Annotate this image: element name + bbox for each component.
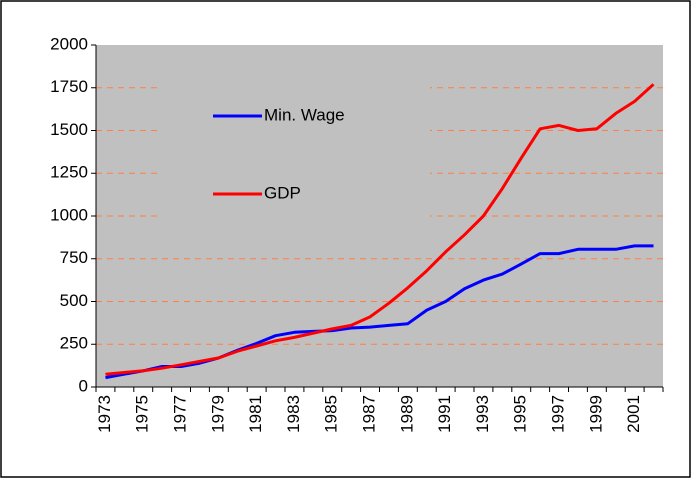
x-tick-label: 1977 — [171, 395, 190, 433]
x-tick-label: 1989 — [397, 395, 416, 433]
x-tick-label: 1983 — [284, 395, 303, 433]
x-tick-label: 1975 — [133, 395, 152, 433]
y-tick-label: 250 — [60, 334, 88, 353]
y-tick-label: 1250 — [50, 163, 88, 182]
x-tick-label: 1997 — [549, 395, 568, 433]
y-tick-label: 1000 — [50, 205, 88, 224]
x-tick-label: 1981 — [246, 395, 265, 433]
x-tick-label: 1995 — [511, 395, 530, 433]
x-tick-label: 1979 — [208, 395, 227, 433]
series-line — [105, 83, 655, 376]
x-tick-label: 1987 — [360, 395, 379, 433]
legend-label: Min. Wage — [264, 105, 345, 124]
x-tick-label: 1991 — [435, 395, 454, 433]
x-tick-label: 2001 — [624, 395, 643, 433]
y-tick-label: 0 — [79, 376, 88, 395]
x-tick-label: 1993 — [473, 395, 492, 433]
y-tick-label: 1500 — [50, 120, 88, 139]
x-tick-label: 1999 — [586, 395, 605, 433]
y-tick-label: 1750 — [50, 77, 88, 96]
y-tick-label: 500 — [60, 291, 88, 310]
y-tick-label: 2000 — [50, 34, 88, 53]
legend-label: GDP — [264, 183, 301, 202]
y-tick-label: 750 — [60, 248, 88, 267]
legend-box — [160, 80, 430, 225]
x-tick-label: 1985 — [322, 395, 341, 433]
x-tick-label: 1973 — [95, 395, 114, 433]
series-line — [105, 244, 654, 380]
